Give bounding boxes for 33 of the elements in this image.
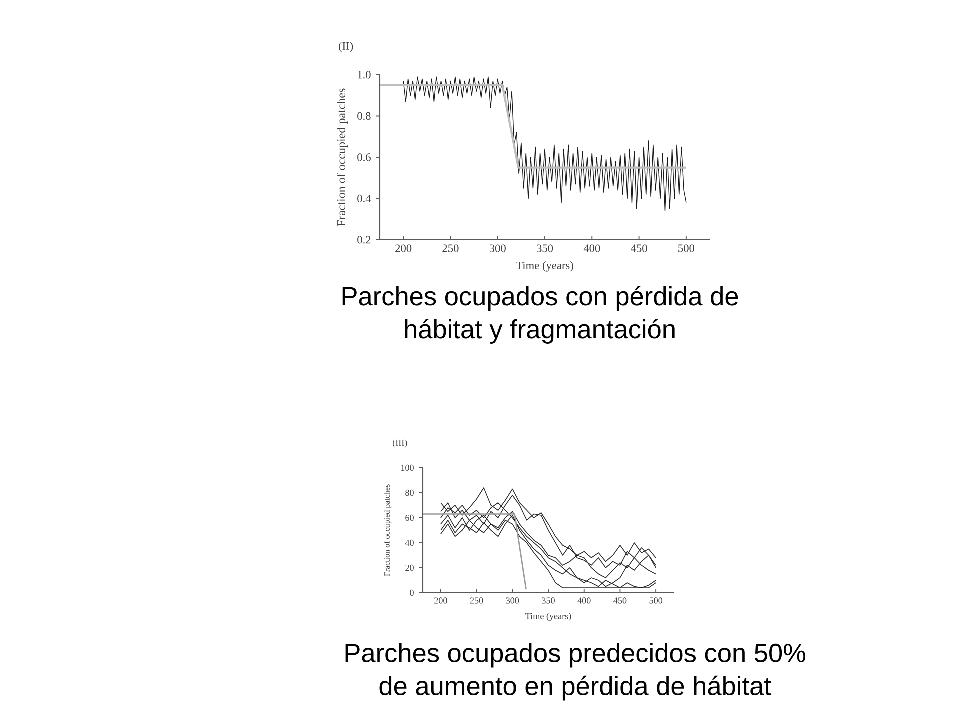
x-tick-label: 500 [678,244,694,252]
x-tick-label: 300 [506,598,520,604]
x-tick-label: 350 [537,244,554,252]
x-tick-label: 350 [542,598,555,604]
y-tick-label: 100 [401,464,414,472]
x-tick-label: 250 [442,244,459,252]
y-tick-label: 0 [410,590,414,596]
y-tick-label: 1.0 [358,71,371,79]
x-tick-label: 500 [650,598,663,604]
x-tick-label: 200 [396,244,412,252]
x-axis-title: Time (years) [526,612,572,622]
x-tick-label: 450 [614,598,627,604]
x-tick-label: 400 [578,598,591,604]
chart-title: (III) [392,440,408,448]
y-tick-label: 0.8 [358,112,371,120]
x-tick-label: 200 [434,598,448,604]
y-tick-label: 0.2 [358,236,371,244]
y-tick-label: 0.4 [358,194,372,203]
y-tick-label: 20 [406,564,414,572]
x-axis-title: Time (years) [516,262,574,272]
x-tick-label: 250 [470,598,484,604]
y-tick-label: 40 [405,540,414,546]
y-tick-label: 80 [406,490,414,496]
x-tick-label: 300 [490,244,506,252]
x-tick-label: 400 [584,244,600,252]
chart-title: (II) [339,42,354,52]
y-axis-title: Fraction of occupied patches [384,484,392,576]
text: Parches ocupados predecidos con 50% de aumento en pérdida de hábitat [346,643,806,701]
y-axis-title: Fraction of occupied patches [336,88,348,226]
y-tick-label: 0.6 [358,154,371,162]
x-tick-label: 450 [631,244,648,252]
text: Parches ocupados con pérdida de hábitat y fragmantación [342,286,738,344]
y-tick-label: 60 [406,514,414,522]
